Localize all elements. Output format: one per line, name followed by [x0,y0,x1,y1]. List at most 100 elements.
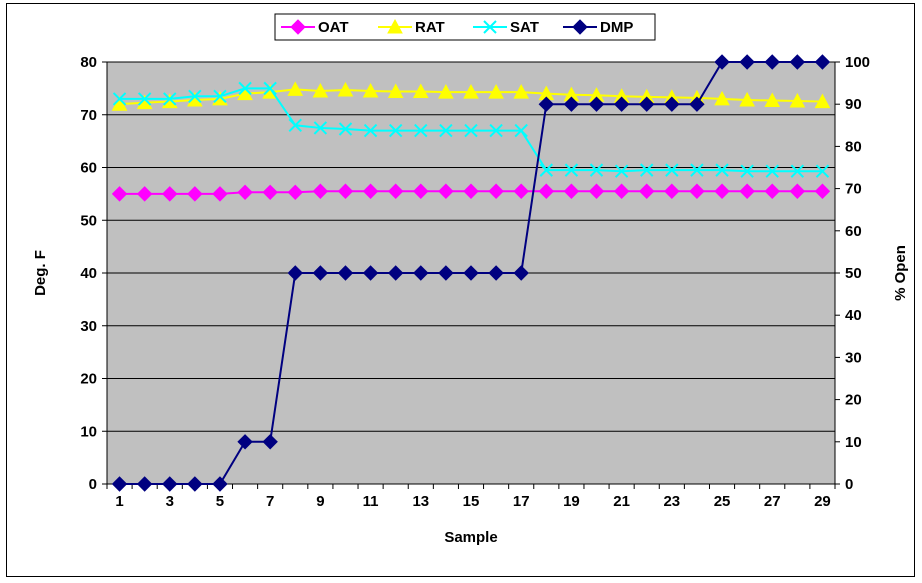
y2-tick-label: 80 [845,138,862,155]
dmp-point [463,265,479,281]
rat-point [362,82,379,98]
y-tick-label: 60 [80,160,97,177]
y2-tick-label: 100 [845,54,870,71]
dmp-point [613,96,630,112]
oat-point [387,183,404,199]
dmp-point [312,265,329,281]
x-tick-label: 5 [216,493,224,510]
oat-point [463,183,479,199]
sat-point [338,122,353,136]
legend-item-rat: RAT [378,18,445,36]
dmp-point [212,476,228,492]
rat-point [488,84,504,99]
sat-point [263,81,277,96]
legend-item-dmp: DMP [563,19,633,36]
y-tick-label: 80 [80,54,97,71]
oat-point [764,183,780,199]
rat-point [789,92,806,108]
rat-point [287,81,304,96]
oat-point [639,183,655,199]
series-rat [111,81,831,111]
oat-point [312,183,329,199]
sat-point [539,163,554,177]
x-tick-label: 11 [363,493,379,510]
dmp-point [162,476,178,492]
sat-point [288,118,302,133]
sat-point [790,164,805,178]
x-tick-label: 19 [563,493,580,510]
legend-swatch-marker [387,18,403,34]
y2-tick-label: 70 [845,181,862,198]
rat-point [814,93,831,109]
rat-point [714,90,730,106]
x-axis-title: Sample [444,529,497,546]
sat-point [137,92,152,106]
y-tick-label: 40 [80,265,97,282]
oat-point [187,186,203,202]
sat-point [665,163,679,177]
oat-point [488,183,504,199]
rat-point [463,84,479,99]
sat-point [163,92,177,106]
sat-point [690,163,704,177]
legend-label: DMP [600,19,633,36]
rat-point [337,81,354,97]
dmp-point [789,54,806,70]
oat-point [538,183,555,199]
sat-point [464,123,478,138]
sat-point [388,123,403,138]
legend-item-sat: SAT [473,19,539,36]
y2-tick-label: 60 [845,223,862,240]
x-tick-label: 9 [316,493,324,510]
x-tick-label: 1 [115,493,123,510]
legend-swatch-marker [483,20,497,34]
legend-label: RAT [415,19,445,36]
sat-point [363,123,378,138]
series-sat [112,81,830,178]
y2-tick-label: 20 [845,392,862,409]
dmp-point [136,476,153,492]
x-tick-label: 15 [463,493,480,510]
axes: 0 10 20 30 40 50 60 70 80 0 10 20 30 40 50 60 70 80 90 100 1… [80,54,870,510]
oat-point [714,183,730,199]
y2-tick-label: 30 [845,349,862,366]
y-tick-label: 70 [80,107,97,124]
sat-point [815,164,830,178]
oat-point [212,186,228,202]
dmp-point [337,265,354,281]
legend-swatch-marker [290,19,306,35]
x-tick-label: 25 [714,493,731,510]
oat-point [136,186,153,202]
x-tick-label: 27 [764,493,781,510]
dmp-point [639,96,655,112]
x-tick-label: 23 [663,493,680,510]
dmp-point [262,434,278,450]
oat-point [664,183,680,199]
oat-point [513,183,529,199]
legend-item-oat: OAT [281,19,349,36]
dmp-point [111,476,128,492]
series-oat [111,183,831,202]
series-layer [111,54,831,492]
sat-point [765,164,779,178]
series-dmp [111,54,831,492]
rat-point [739,91,755,107]
gridlines [107,61,835,432]
y2-tick-label: 10 [845,434,862,451]
dmp-point [362,265,379,281]
dmp-point [588,96,605,112]
dmp-point [237,434,253,450]
dmp-point [438,265,454,281]
rat-point [312,82,329,98]
x-tick-label: 3 [166,493,174,510]
oat-point [413,183,429,199]
x-tick-label: 29 [814,493,831,510]
sat-point [614,164,629,178]
legend-swatch-marker [572,19,588,35]
dmp-point [764,54,780,70]
dmp-point [664,96,680,112]
y-tick-label: 20 [80,371,97,388]
oat-point [237,184,253,200]
y2-tick-label: 40 [845,307,862,324]
